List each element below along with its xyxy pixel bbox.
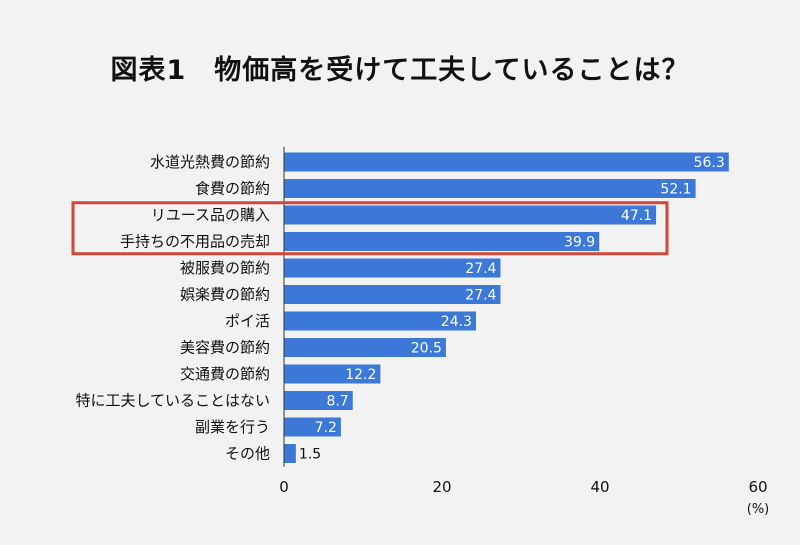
category-labels: 水道光熱費の節約食費の節約リユース品の購入手持ちの不用品の売却被服費の節約娯楽費… (75, 153, 270, 463)
value-label: 1.5 (299, 447, 321, 463)
value-label: 27.4 (465, 288, 496, 304)
bar (284, 232, 600, 251)
category-label: 食費の節約 (195, 180, 270, 198)
bars-layer (284, 152, 729, 463)
value-labels: 56.352.1 47.1 39.9 27.4 27.4 24.3 20.5 12.2 8.7 7… (299, 155, 725, 463)
value-label: 47.1 (621, 208, 652, 224)
category-label: 特に工夫していることはない (75, 392, 270, 410)
bar (284, 152, 729, 172)
highlight-box (71, 201, 669, 256)
category-label: リユース品の購入 (151, 206, 270, 224)
value-label: 20.5 (411, 341, 442, 357)
category-label: 副業を行う (195, 418, 270, 436)
category-label: 被服費の節約 (180, 259, 270, 277)
category-label: その他 (225, 445, 270, 463)
value-label: 56.3 (694, 155, 725, 171)
value-label: 39.9 (564, 235, 595, 251)
bar (284, 417, 341, 437)
value-label: 8.7 (326, 394, 348, 410)
bar (284, 364, 381, 384)
chart-title: 図表1 物価高を受けて工夫していることは？ (110, 55, 690, 86)
category-label: 手持ちの不用品の売却 (120, 233, 270, 251)
value-label: 24.3 (441, 314, 472, 330)
value-label: 7.2 (315, 420, 337, 436)
bar (284, 338, 446, 357)
value-label: 12.2 (345, 367, 376, 383)
x-tick-label: 0 (279, 478, 289, 496)
unit-label: (%) (747, 502, 770, 517)
category-label: ポイ活 (225, 312, 270, 330)
value-label: 27.4 (465, 261, 496, 277)
category-label: 交通費の節約 (180, 365, 270, 383)
category-label: 水道光熱費の節約 (150, 153, 270, 171)
bar (284, 285, 501, 304)
bar (284, 258, 501, 278)
x-axis: 0 20 40 60 (%) (279, 146, 770, 517)
x-tick-label: 40 (590, 478, 609, 496)
bar (284, 311, 476, 331)
x-tick-label: 60 (748, 478, 767, 496)
category-label: 美容費の節約 (180, 339, 270, 357)
bar (284, 179, 696, 198)
category-label: 娯楽費の節約 (180, 286, 270, 304)
bar (284, 205, 657, 225)
highlight-layer (71, 201, 669, 256)
value-label: 52.1 (660, 182, 691, 198)
x-tick-label: 20 (432, 478, 451, 496)
bar (284, 391, 353, 410)
bar (284, 444, 296, 463)
